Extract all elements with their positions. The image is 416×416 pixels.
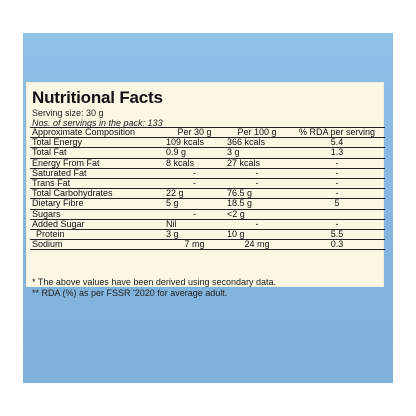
value-per-30g: 22 g (164, 189, 225, 200)
value-per-30g: 7 mg (164, 240, 225, 251)
value-per-100g: 366 kcals (225, 138, 289, 149)
value-rda: 5 (289, 199, 385, 210)
table-row: Sodium 7 mg 24 mg 0.3 (30, 240, 385, 251)
table-row: Added Sugar Nil - - (30, 219, 385, 231)
table-header-row: Approximate Composition Per 30 g Per 100… (30, 126, 385, 139)
nutrient-name: Saturated Fat (30, 168, 164, 180)
value-per-30g: - (164, 178, 225, 190)
table-row: Energy From Fat 8 kcals 27 kcals - (30, 158, 385, 169)
table-row: Total Fat 0.9 g 3 g 1.3 (30, 148, 385, 159)
value-rda: 5.5 (289, 229, 385, 241)
table-row: Sugars - <2 g (30, 209, 385, 220)
table-row: Dietary Fibre 5 g 18.5 g 5 (30, 199, 385, 210)
value-per-30g: 3 g (164, 229, 225, 241)
nutrient-name: Sodium (30, 240, 164, 251)
value-rda: 1.3 (289, 148, 385, 159)
label-title: Nutritional Facts (32, 88, 163, 107)
value-rda: 5.4 (289, 138, 385, 149)
value-per-100g: - (225, 168, 289, 180)
value-per-100g: 10 g (225, 229, 289, 241)
table-row: Protein 3 g 10 g 5.5 (30, 229, 385, 241)
value-per-100g: 76.5 g (225, 189, 289, 200)
table-row: Total Energy 109 kcals 366 kcals 5.4 (30, 138, 385, 149)
table-row: Trans Fat - - - (30, 178, 385, 190)
nutrient-name: Total Carbohydrates (30, 189, 164, 200)
table-row: Total Carbohydrates 22 g 76.5 g - (30, 189, 385, 200)
nutrient-name: Sugars (30, 209, 164, 220)
nutrient-name: Protein (30, 229, 164, 241)
value-per-100g: 18.5 g (225, 199, 289, 210)
value-per-100g: 3 g (225, 148, 289, 159)
nutrient-name: Dietary Fibre (30, 199, 164, 210)
value-per-30g: Nil (164, 219, 225, 231)
value-rda: - (289, 178, 385, 190)
value-rda: - (289, 168, 385, 180)
value-per-30g: 8 kcals (164, 158, 225, 169)
value-rda: - (289, 158, 385, 169)
nutrition-table: Approximate Composition Per 30 g Per 100… (30, 126, 385, 251)
value-per-100g: - (225, 178, 289, 190)
value-rda (289, 209, 385, 220)
value-rda: 0.3 (289, 240, 385, 251)
footnote-secondary-data: * The above values have been derived usi… (32, 277, 277, 287)
value-per-100g: <2 g (225, 209, 289, 220)
value-per-30g: - (164, 209, 225, 220)
value-per-30g: 5 g (164, 199, 225, 210)
header-composition: Approximate Composition (30, 126, 164, 139)
nutrient-name: Trans Fat (30, 178, 164, 190)
footnote-rda: ** RDA (%) as per FSSR '2020 for average… (32, 288, 228, 298)
value-rda: - (289, 189, 385, 200)
servings-per-pack: Nos. of servings in the pack: 133 (32, 118, 163, 128)
value-per-30g: - (164, 168, 225, 180)
value-per-100g: 27 kcals (225, 158, 289, 169)
header-per-30g: Per 30 g (164, 126, 225, 139)
header-rda: % RDA per serving (289, 126, 385, 139)
value-per-30g: 109 kcals (164, 138, 225, 149)
nutrient-name: Added Sugar (30, 219, 164, 231)
value-per-100g: - (225, 219, 289, 231)
table-row: Saturated Fat - - - (30, 168, 385, 180)
nutrient-name: Total Fat (30, 148, 164, 159)
value-rda: - (289, 219, 385, 231)
nutrient-name: Energy From Fat (30, 158, 164, 169)
value-per-30g: 0.9 g (164, 148, 225, 159)
nutrient-name: Total Energy (30, 138, 164, 149)
value-per-100g: 24 mg (225, 240, 289, 251)
header-per-100g: Per 100 g (225, 126, 289, 139)
serving-size: Serving size: 30 g (32, 108, 104, 118)
